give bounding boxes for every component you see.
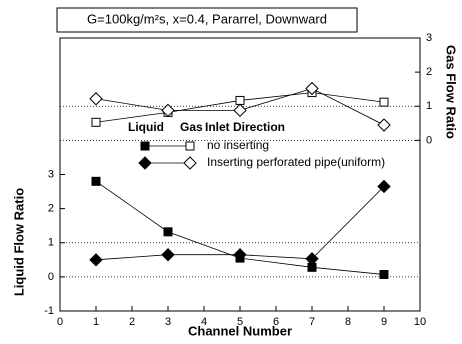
marker: [305, 81, 319, 96]
y2-tick-label: 2: [426, 66, 432, 78]
x-tick-label: 7: [309, 316, 315, 328]
legend-header: Gas: [180, 120, 203, 134]
legend-label: no inserting: [207, 138, 269, 152]
chart-title: G=100kg/m²s, x=0.4, Pararrel, Downward: [87, 11, 327, 26]
x-tick-label: 4: [201, 316, 207, 328]
x-tick-label: 8: [345, 316, 351, 328]
marker: [161, 103, 175, 118]
y-axis-title: Liquid Flow Ratio: [11, 188, 26, 296]
marker: [91, 117, 101, 127]
legend-marker: [185, 141, 195, 151]
x-tick-label: 0: [57, 316, 63, 328]
title-box: [56, 7, 358, 33]
y-tick-label: -1: [44, 305, 54, 317]
x-tick-label: 6: [273, 316, 279, 328]
marker: [89, 92, 103, 106]
legend-header: Inlet Direction: [205, 120, 285, 134]
legend-marker: [140, 141, 150, 151]
marker: [89, 253, 103, 267]
x-tick-label: 9: [381, 316, 387, 328]
y2-axis-title: Gas Flow Ratio: [444, 45, 459, 139]
legend-label: Inserting perforated pipe(uniform): [207, 155, 385, 169]
marker: [233, 247, 247, 262]
x-tick-label: 5: [237, 316, 243, 328]
y2-tick-label: 0: [426, 134, 432, 146]
marker: [379, 269, 389, 279]
marker: [377, 179, 391, 194]
x-tick-label: 1: [93, 316, 99, 328]
x-tick-label: 3: [165, 316, 171, 328]
marker: [305, 252, 319, 266]
marker: [161, 247, 175, 262]
y2-tick-label: 1: [426, 100, 432, 112]
marker: [379, 97, 389, 107]
marker: [233, 103, 247, 118]
y-tick-label: 0: [48, 271, 54, 283]
y-tick-label: 3: [48, 168, 54, 180]
legend-marker: [138, 156, 152, 170]
marker: [91, 176, 101, 186]
x-tick-label: 10: [414, 316, 426, 328]
y-tick-label: 1: [48, 237, 54, 249]
marker: [163, 227, 173, 237]
plot-frame: [59, 37, 421, 312]
y-tick-label: 2: [48, 203, 54, 215]
legend-header: Liquid: [128, 120, 164, 134]
marker: [235, 95, 245, 105]
x-tick-label: 2: [129, 316, 135, 328]
legend-marker: [183, 156, 197, 170]
y2-tick-label: 3: [426, 32, 432, 44]
x-axis-title: Channel Number: [188, 323, 292, 338]
marker: [377, 118, 391, 132]
